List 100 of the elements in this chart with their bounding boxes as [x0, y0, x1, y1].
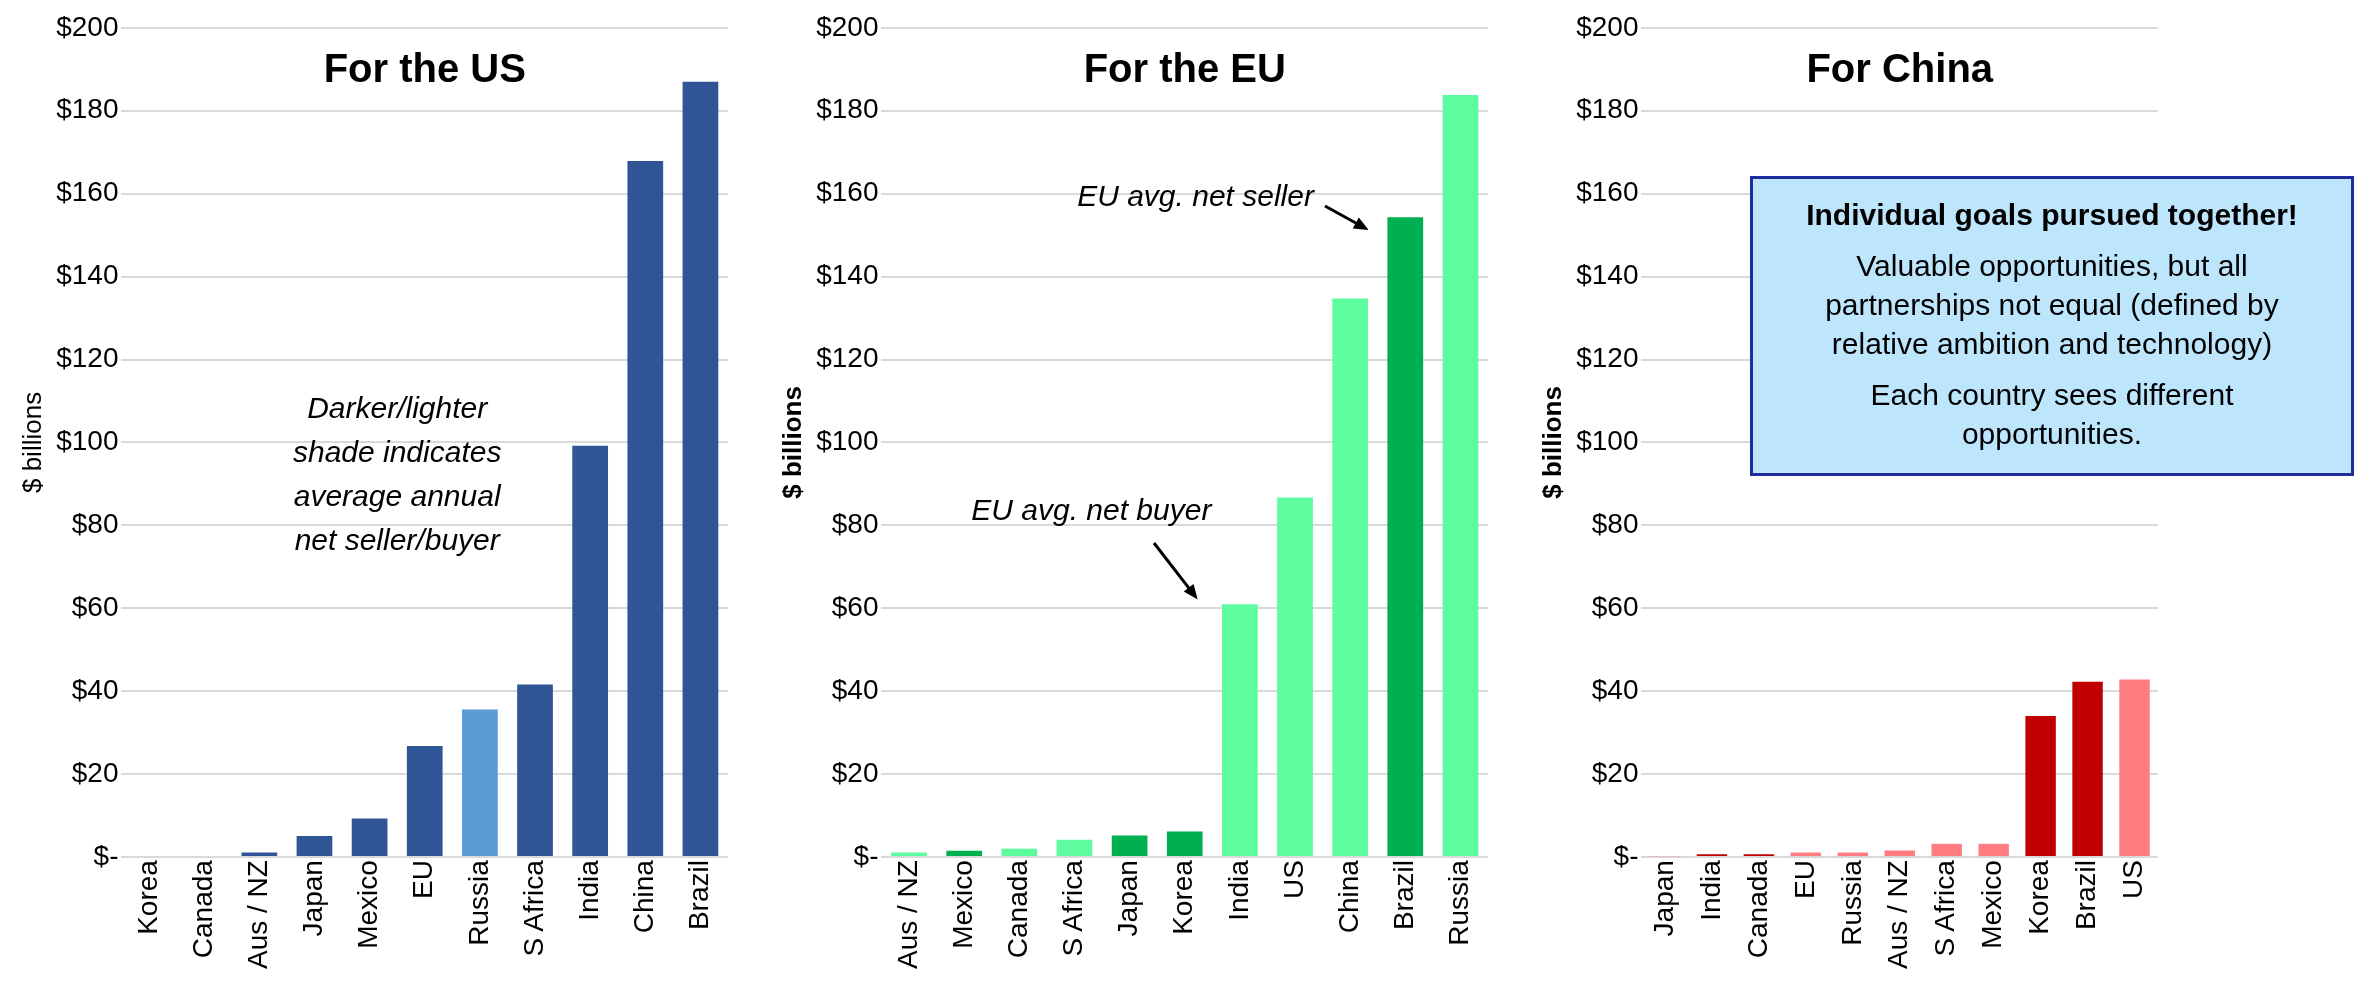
bar — [1332, 298, 1369, 857]
y-tick-label: $100 — [56, 425, 119, 457]
y-tick-label: $120 — [56, 342, 119, 374]
bar — [1931, 843, 1962, 857]
x-tick-label: EU — [1788, 860, 1820, 899]
bar — [1442, 94, 1479, 857]
x-tick-label: China — [1332, 859, 1364, 934]
x-tick-label: Canada — [186, 859, 218, 959]
x-tick-label: S Africa — [1057, 859, 1089, 957]
x-tick-label: Aus / NZ — [891, 860, 923, 970]
bar — [1222, 604, 1258, 857]
bar — [572, 445, 609, 857]
y-tick-label: $180 — [1576, 93, 1639, 125]
annotation: Individual goals pursued together! — [1805, 197, 2299, 233]
annotation: Valuable opportunities, but all partnerships not equal (defined by relative ambition and technology) — [1824, 248, 2280, 362]
y-tick-label: $- — [853, 839, 879, 871]
y-tick-label: $180 — [816, 93, 879, 125]
x-tick-label: US — [1277, 860, 1309, 899]
y-tick-label: $140 — [1576, 259, 1639, 291]
annotation: Each country sees different opportunities. — [1869, 377, 2235, 452]
annotation: Darker/lighter shade indicates average annual net seller/buyer — [292, 390, 502, 556]
y-tick-label: $80 — [1591, 508, 1639, 540]
y-tick-label: $180 — [56, 93, 119, 125]
y-tick-label: $140 — [816, 259, 879, 291]
y-tick-label: $60 — [1591, 591, 1639, 623]
y-tick-label: $100 — [816, 425, 879, 457]
bar — [1978, 843, 2009, 857]
y-tick-label: $140 — [56, 259, 119, 291]
bar — [1166, 831, 1203, 857]
x-tick-label: Russia — [462, 859, 494, 946]
y-tick-label: $40 — [71, 673, 119, 705]
x-tick-label: Canada — [1741, 859, 1773, 959]
bar — [296, 835, 333, 857]
bar — [627, 160, 664, 857]
y-tick-label: $120 — [816, 342, 879, 374]
y-axis-title: $ billions — [1536, 386, 1567, 499]
y-tick-label: $80 — [71, 508, 119, 540]
text: For China — [1806, 46, 1994, 91]
y-tick-label: $- — [93, 839, 119, 871]
y-tick-label: $120 — [1576, 342, 1639, 374]
text: For the US — [323, 46, 526, 91]
x-tick-label: Aus / NZ — [1882, 860, 1914, 970]
x-tick-label: Mexico — [946, 860, 978, 949]
x-tick-label: India — [1222, 859, 1254, 921]
x-tick-label: Japan — [1112, 860, 1144, 937]
x-tick-label: S Africa — [517, 859, 549, 957]
y-axis-title: $ billions — [776, 386, 807, 499]
bar — [351, 818, 388, 857]
bar — [2119, 679, 2150, 857]
x-tick-label: Brazil — [683, 860, 715, 931]
annotation: EU avg. net seller — [1077, 179, 1315, 213]
bar — [517, 684, 553, 857]
y-tick-label: $40 — [1591, 673, 1639, 705]
bar — [1387, 217, 1424, 857]
y-tick-label: $160 — [56, 176, 119, 208]
x-tick-label: Aus / NZ — [242, 860, 274, 970]
bar — [462, 709, 498, 857]
y-tick-label: $100 — [1576, 425, 1639, 457]
bar — [406, 745, 443, 857]
bar — [2072, 681, 2103, 857]
x-tick-label: Russia — [1835, 859, 1867, 946]
x-tick-label: Japan — [297, 860, 329, 937]
y-tick-label: $160 — [1576, 176, 1639, 208]
x-tick-label: Brazil — [1388, 860, 1420, 931]
y-tick-label: $80 — [831, 508, 879, 540]
x-tick-label: Mexico — [352, 860, 384, 949]
x-tick-label: Mexico — [1976, 860, 2008, 949]
bar — [1001, 848, 1038, 857]
y-tick-label: $20 — [1591, 756, 1639, 788]
x-tick-label: EU — [407, 860, 439, 899]
bar — [1111, 835, 1148, 857]
bar — [1884, 850, 1915, 857]
x-tick-label: Russia — [1443, 859, 1475, 946]
y-tick-label: $200 — [56, 10, 119, 42]
x-tick-label: S Africa — [1929, 859, 1961, 957]
x-tick-label: India — [572, 859, 604, 921]
x-tick-label: Canada — [1002, 859, 1034, 959]
y-tick-label: $- — [1613, 839, 1639, 871]
annotation: EU avg. net buyer — [971, 492, 1213, 526]
callout-box: Individual goals pursued together! Valuable opportunities, but all partnerships not equal (defined by relative ambition and technology) Each country sees different opportunities. — [1750, 176, 2354, 476]
x-tick-label: India — [1694, 859, 1726, 921]
y-tick-label: $60 — [831, 591, 879, 623]
bar — [946, 850, 983, 857]
bar — [1277, 497, 1313, 857]
y-tick-label: $200 — [816, 10, 879, 42]
bar — [2025, 716, 2056, 857]
x-tick-label: Korea — [1167, 859, 1199, 935]
x-tick-label: Korea — [2023, 859, 2055, 935]
bar — [1056, 839, 1093, 857]
y-tick-label: $60 — [71, 591, 119, 623]
x-tick-label: Japan — [1647, 860, 1679, 937]
x-tick-label: Korea — [131, 859, 163, 935]
y-axis-title: $ billions — [16, 391, 47, 494]
bar — [682, 81, 719, 857]
y-tick-label: $20 — [71, 756, 119, 788]
x-tick-label: China — [628, 859, 660, 934]
y-tick-label: $40 — [831, 673, 879, 705]
x-tick-label: US — [2117, 860, 2149, 899]
y-tick-label: $160 — [816, 176, 879, 208]
y-tick-label: $20 — [831, 756, 879, 788]
